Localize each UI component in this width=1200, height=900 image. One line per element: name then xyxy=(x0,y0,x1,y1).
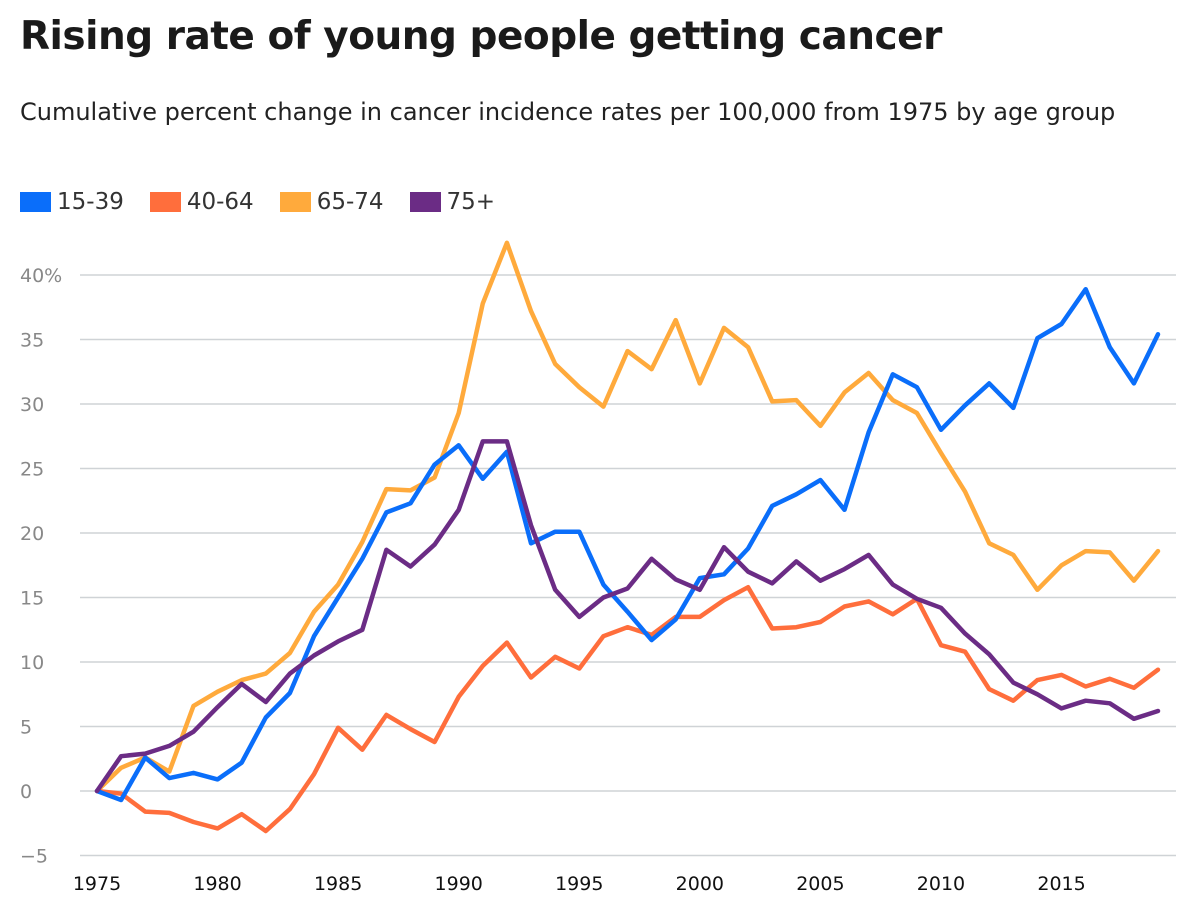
legend-item: 65-74 xyxy=(279,189,384,215)
legend-label: 40-64 xyxy=(186,189,254,215)
x-tick-label: 1980 xyxy=(193,873,241,895)
legend-item: 40-64 xyxy=(149,189,254,215)
legend-item: 15-39 xyxy=(20,189,124,215)
x-tick-label: 2015 xyxy=(1037,873,1085,895)
y-tick-label: 5 xyxy=(20,717,32,739)
y-tick-label: 25 xyxy=(20,459,44,481)
legend-swatch xyxy=(149,192,181,212)
x-tick-label: 1990 xyxy=(435,873,483,895)
y-tick-label: 40% xyxy=(20,265,62,287)
y-tick-label: 35 xyxy=(20,330,44,352)
y-tick-label: 15 xyxy=(20,588,44,610)
legend-swatch xyxy=(279,192,311,212)
legend-swatch xyxy=(20,192,51,212)
legend-label: 65-74 xyxy=(316,189,384,215)
legend-label: 15-39 xyxy=(57,189,124,215)
x-tick-label: 1975 xyxy=(73,873,121,895)
y-tick-label: −5 xyxy=(20,846,48,868)
series-line-15-39 xyxy=(94,286,1161,803)
series-line-40-64 xyxy=(94,584,1161,834)
x-tick-label: 2010 xyxy=(917,873,965,895)
legend-item: 75+ xyxy=(409,189,496,215)
chart-subtitle: Cumulative percent change in cancer inci… xyxy=(20,98,1116,126)
x-tick-label: 1985 xyxy=(314,873,362,895)
x-tick-label: 1995 xyxy=(555,873,603,895)
series-line-75+ xyxy=(94,439,1161,794)
series-line-65-74 xyxy=(94,240,1161,794)
legend-label: 75+ xyxy=(446,189,496,215)
y-tick-label: 0 xyxy=(20,781,32,803)
legend-swatch xyxy=(409,192,441,212)
chart-title: Rising rate of young people getting canc… xyxy=(20,14,942,59)
x-tick-label: 2000 xyxy=(676,873,724,895)
x-tick-label: 2005 xyxy=(796,873,844,895)
legend: 15-39 40-64 65-74 75+ xyxy=(20,189,495,215)
y-tick-label: 30 xyxy=(20,394,44,416)
y-tick-label: 20 xyxy=(20,523,44,545)
y-tick-label: 10 xyxy=(20,652,44,674)
